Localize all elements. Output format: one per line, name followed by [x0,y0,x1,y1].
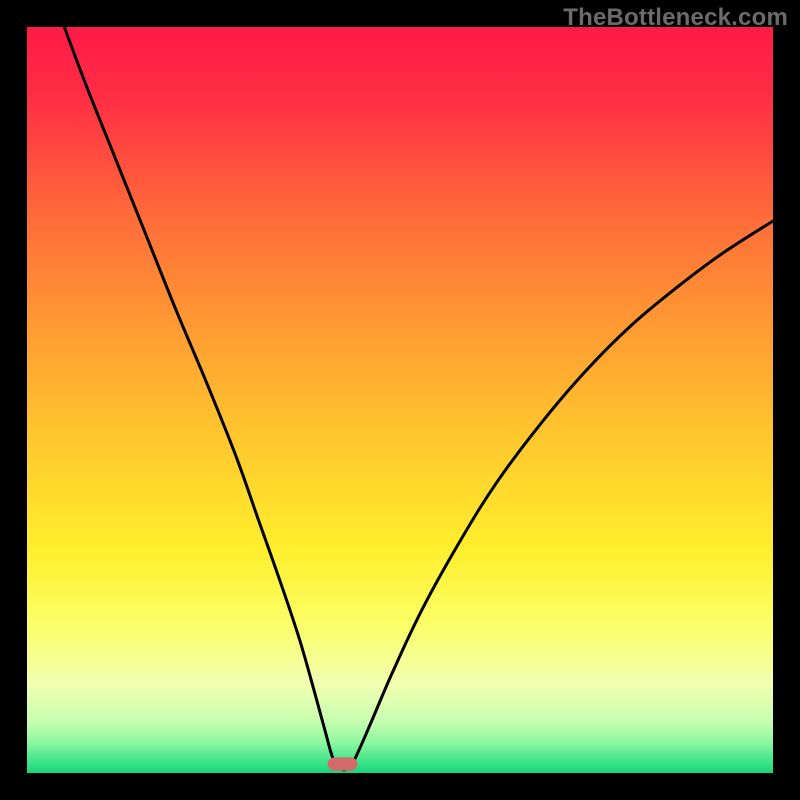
min-marker [328,757,358,770]
bottleneck-chart [0,0,800,800]
chart-stage: TheBottleneck.com [0,0,800,800]
plot-background [27,27,773,773]
watermark-text: TheBottleneck.com [563,4,788,32]
